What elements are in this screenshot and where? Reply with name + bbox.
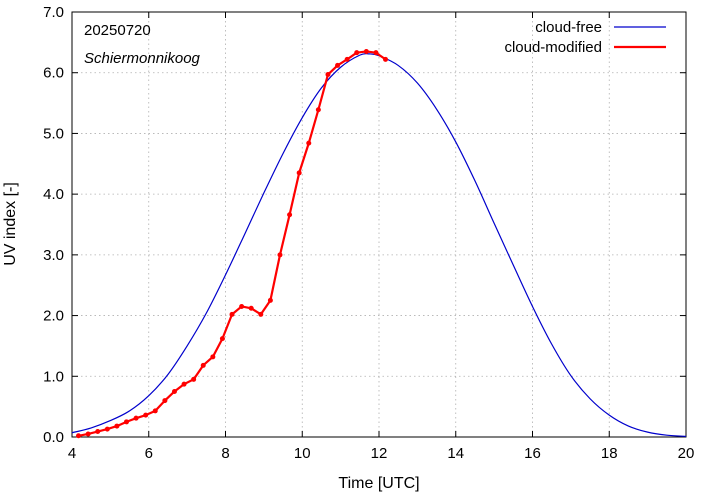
- y-tick-label: 7.0: [43, 4, 64, 21]
- data-point-cloud-modified: [76, 433, 82, 439]
- axis-ticks: 4 6 8 10 12 14 16 18 20 0.0 1.0 2.0 3.0 4.0 5.0 6.0 7.0: [43, 4, 694, 462]
- data-point-cloud-modified: [219, 336, 225, 342]
- y-tick-label: 5.0: [43, 125, 64, 142]
- series-line-cloud-modified: [78, 50, 387, 437]
- data-point-cloud-modified: [306, 140, 312, 146]
- data-point-cloud-modified: [239, 303, 245, 309]
- data-point-cloud-modified: [277, 252, 283, 258]
- location-annotation: Schiermonnikoog: [84, 50, 201, 67]
- data-point-cloud-modified: [267, 297, 273, 303]
- data-point-cloud-modified: [325, 72, 331, 78]
- data-point-cloud-modified: [258, 311, 264, 317]
- x-tick-label: 18: [601, 445, 618, 462]
- data-point-cloud-modified: [152, 408, 158, 414]
- data-point-cloud-modified: [383, 56, 389, 62]
- x-tick-label: 8: [221, 445, 229, 462]
- data-point-cloud-modified: [162, 398, 168, 404]
- y-tick-label: 0.0: [43, 429, 64, 446]
- x-tick-label: 10: [294, 445, 311, 462]
- x-tick-label: 14: [447, 445, 464, 462]
- series-line-cloud-free: [71, 53, 687, 437]
- legend-label-cloud-free: cloud-free: [535, 19, 602, 36]
- data-point-cloud-modified: [85, 431, 91, 437]
- data-point-cloud-modified: [95, 429, 101, 435]
- data-point-cloud-modified: [191, 376, 197, 382]
- date-annotation: 20250720: [84, 22, 151, 39]
- data-point-cloud-modified: [335, 62, 341, 68]
- data-point-cloud-modified: [114, 423, 120, 429]
- data-point-cloud-modified: [171, 388, 177, 394]
- data-point-cloud-modified: [373, 50, 379, 56]
- data-point-cloud-modified: [123, 419, 129, 425]
- data-point-cloud-modified: [104, 426, 110, 432]
- x-axis-label: Time [UTC]: [338, 475, 419, 492]
- x-tick-label: 6: [145, 445, 153, 462]
- data-point-cloud-modified: [363, 48, 369, 54]
- legend-label-cloud-modified: cloud-modified: [504, 39, 602, 56]
- data-point-cloud-modified: [143, 412, 149, 418]
- data-point-cloud-modified: [229, 311, 235, 317]
- y-tick-label: 2.0: [43, 308, 64, 325]
- y-tick-label: 4.0: [43, 186, 64, 203]
- data-point-cloud-modified: [315, 107, 321, 113]
- series-layer: [71, 48, 687, 439]
- data-point-cloud-modified: [248, 305, 254, 311]
- legend: cloud-free cloud-modified: [504, 19, 666, 56]
- data-point-cloud-modified: [287, 212, 293, 218]
- y-axis-label: UV index [-]: [2, 182, 19, 266]
- data-point-cloud-modified: [210, 354, 216, 360]
- data-point-cloud-modified: [181, 381, 187, 387]
- data-point-cloud-modified: [133, 415, 139, 421]
- data-point-cloud-modified: [200, 362, 206, 368]
- y-tick-label: 3.0: [43, 247, 64, 264]
- x-tick-label: 12: [371, 445, 388, 462]
- data-point-cloud-modified: [296, 170, 302, 176]
- x-tick-label: 4: [68, 445, 76, 462]
- y-tick-label: 6.0: [43, 65, 64, 82]
- x-tick-label: 16: [524, 445, 541, 462]
- grid-lines: [72, 12, 686, 437]
- data-point-cloud-modified: [354, 50, 360, 56]
- x-tick-label: 20: [678, 445, 695, 462]
- data-point-cloud-modified: [344, 56, 350, 62]
- y-tick-label: 1.0: [43, 368, 64, 385]
